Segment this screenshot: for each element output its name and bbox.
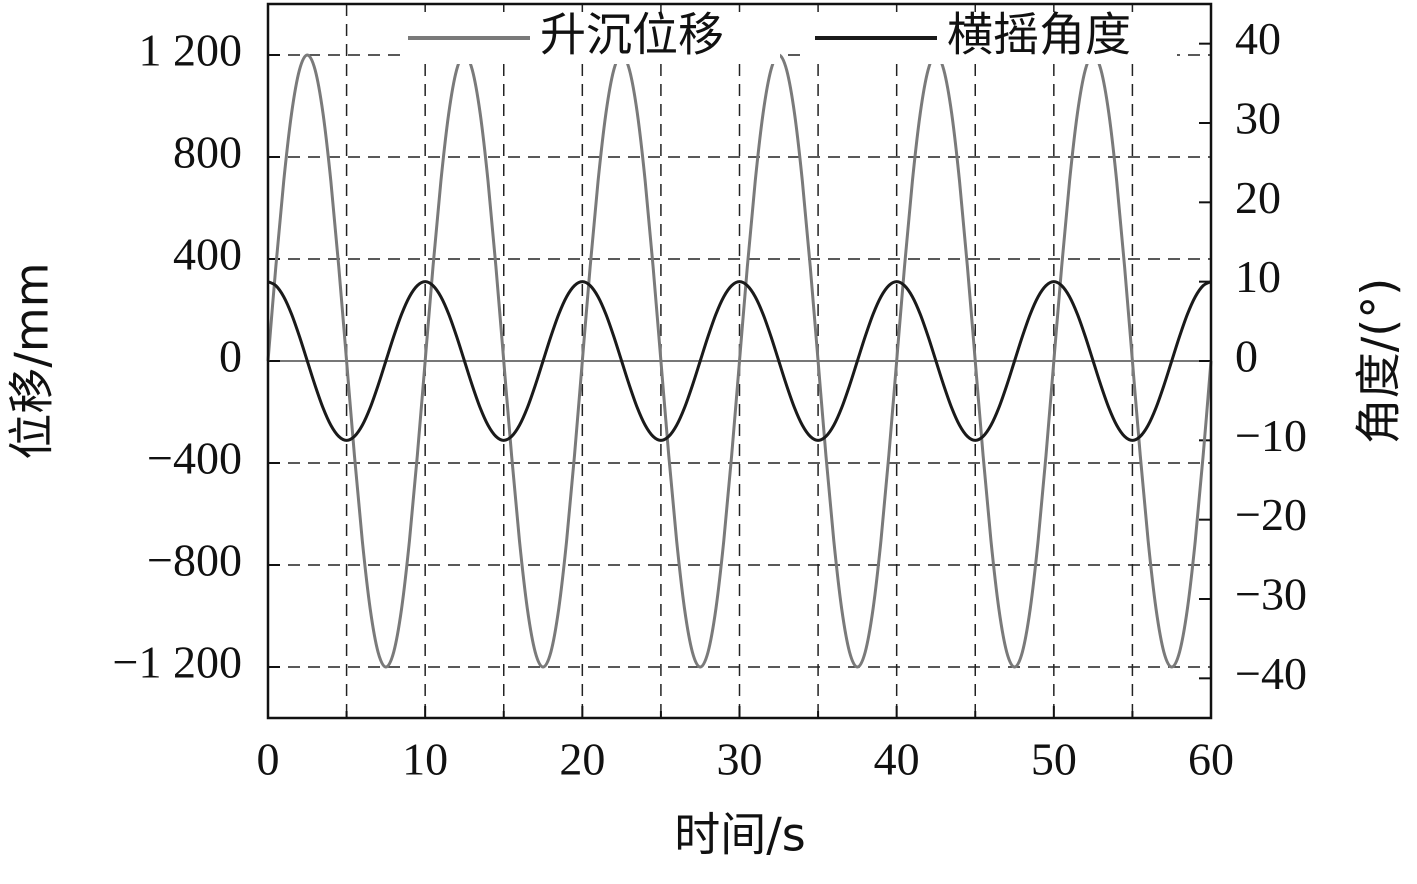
- y2-tick-label: 0: [1235, 331, 1258, 382]
- y2-tick-label: 40: [1235, 13, 1281, 64]
- y-axis-title: 位移/mm: [5, 262, 59, 459]
- legend-label: 升沉位移: [540, 8, 724, 62]
- x-tick-label: 0: [257, 734, 280, 785]
- y2-tick-label: −20: [1235, 489, 1307, 540]
- legend-label: 横摇角度: [947, 8, 1131, 62]
- y2-tick-label: −40: [1235, 648, 1307, 699]
- y2-tick-label: −10: [1235, 410, 1307, 461]
- y-tick-label: 400: [173, 229, 242, 280]
- x-axis-title: 时间/s: [674, 808, 805, 862]
- y-tick-label: −800: [147, 535, 242, 586]
- y-tick-label: 1 200: [139, 25, 243, 76]
- y-tick-label: 0: [219, 331, 242, 382]
- y2-tick-label: −30: [1235, 569, 1307, 620]
- series-line: [267, 280, 1212, 442]
- y2-axis-title: 角度/(°): [1352, 278, 1406, 444]
- y2-tick-label: 20: [1235, 172, 1281, 223]
- x-tick-label: 10: [402, 734, 448, 785]
- series-line: [266, 53, 1213, 669]
- x-tick-label: 20: [559, 734, 605, 785]
- x-tick-label: 30: [717, 734, 763, 785]
- plot-frame: [266, 2, 1213, 720]
- y2-tick-label: 10: [1235, 251, 1281, 302]
- x-tick-label: 50: [1031, 734, 1077, 785]
- y-tick-label: 800: [173, 127, 242, 178]
- x-tick-label: 40: [874, 734, 920, 785]
- x-tick-label: 60: [1188, 734, 1234, 785]
- y-tick-label: −400: [147, 433, 242, 484]
- y-tick-label: −1 200: [113, 637, 242, 688]
- y2-tick-label: 30: [1235, 93, 1281, 144]
